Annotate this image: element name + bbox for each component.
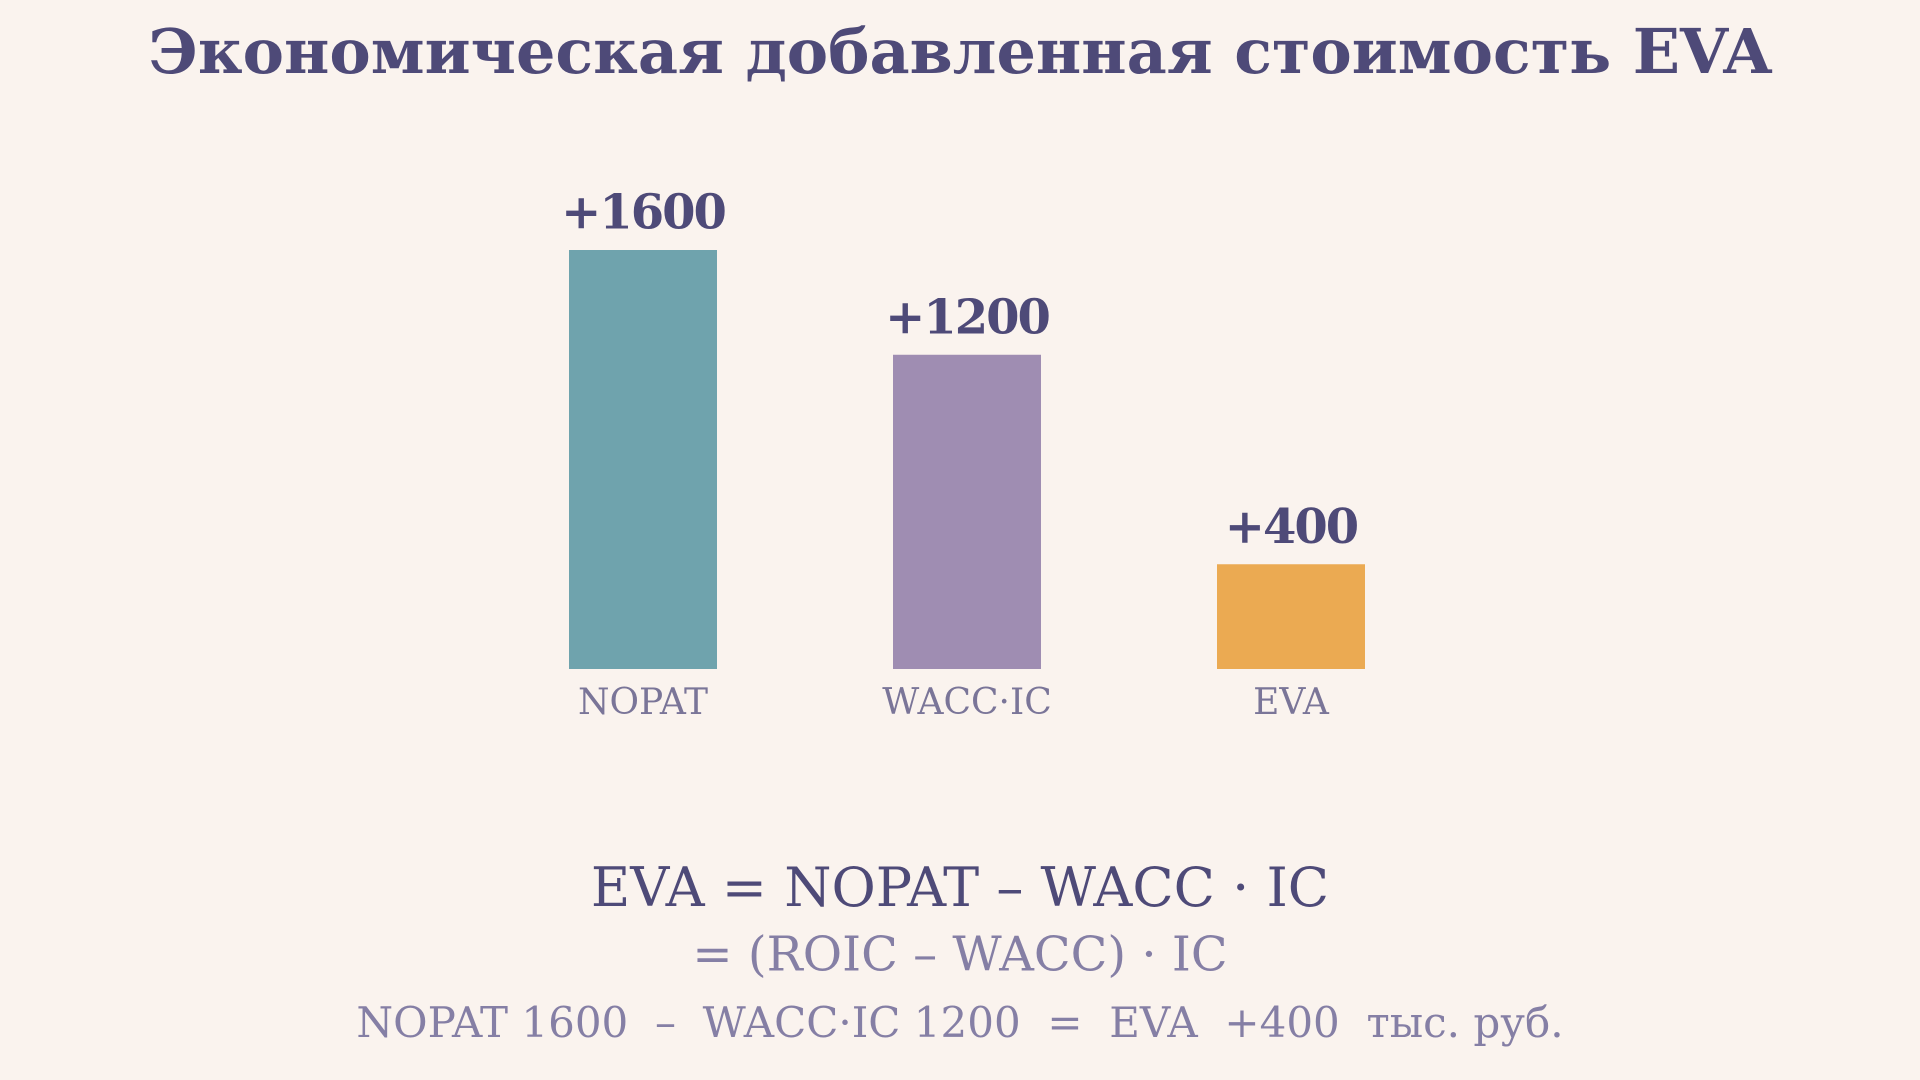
- chart-title: Экономическая добавленная стоимость EVA: [149, 15, 1773, 88]
- x-tick-label: NOPAT: [578, 682, 708, 723]
- bar: [893, 354, 1041, 669]
- value-label: +1600: [561, 185, 725, 241]
- bar: [569, 250, 717, 669]
- formula-alt: = (ROIC – WACC) · IC: [692, 927, 1227, 983]
- calculation: NOPAT 1600 – WACC·IC 1200 = EVA +400 тыс…: [356, 998, 1563, 1047]
- bar: [1217, 564, 1365, 669]
- formula: EVA = NOPAT – WACC · IC: [591, 856, 1329, 919]
- value-label: +1200: [885, 289, 1049, 345]
- value-label: +400: [1225, 499, 1358, 555]
- x-tick-label: WACC·IC: [882, 682, 1052, 723]
- x-tick-label: EVA: [1253, 682, 1330, 723]
